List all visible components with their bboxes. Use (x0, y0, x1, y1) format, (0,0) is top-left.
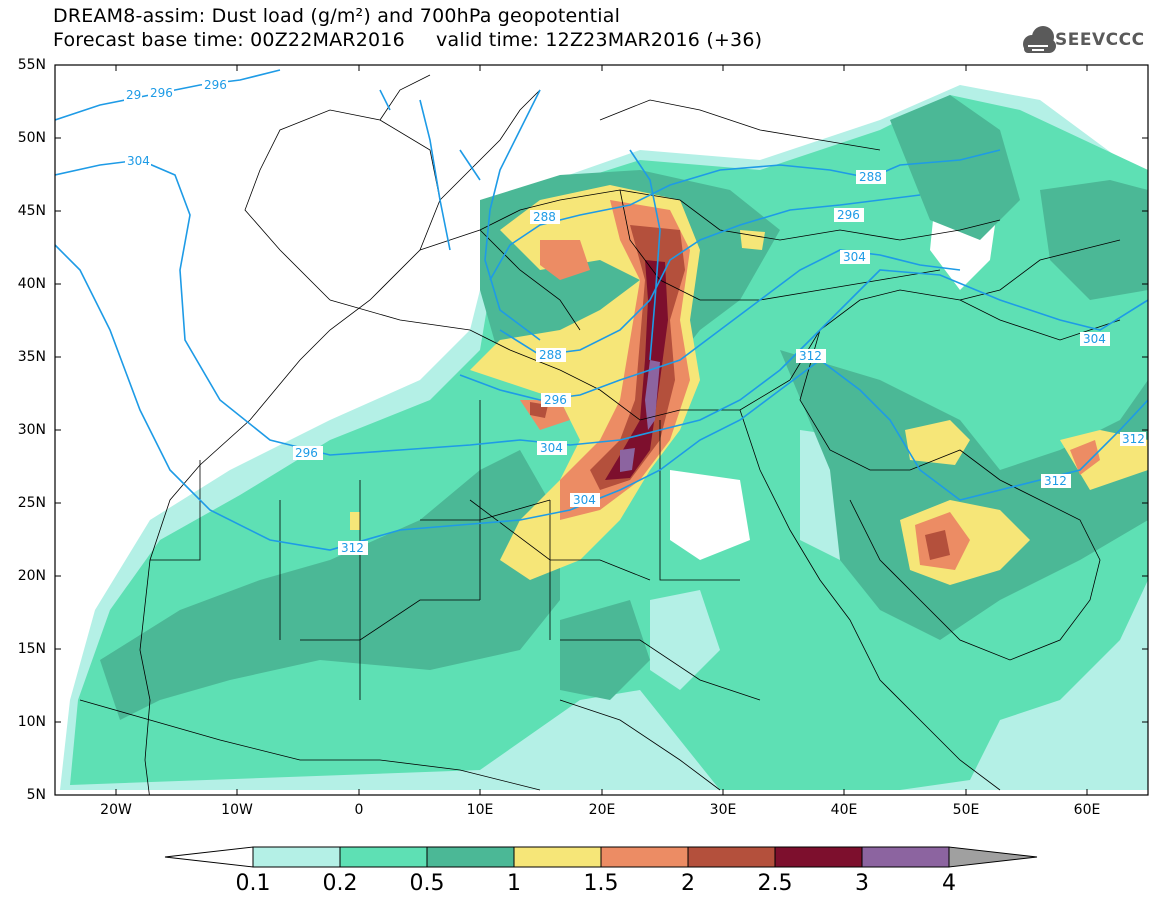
map-title: DREAM8-assim: Dust load (g/m²) and 700hP… (53, 5, 621, 27)
svg-text:296: 296 (837, 208, 860, 222)
svg-text:304: 304 (1083, 332, 1106, 346)
contour-label: 296 (202, 78, 228, 92)
svg-text:288: 288 (859, 170, 882, 184)
colorbar-label: 3 (855, 871, 869, 896)
lat-label: 55N (17, 57, 46, 73)
colorbar-label: 2 (681, 871, 695, 896)
contour-label: 312 (796, 349, 826, 363)
svg-text:288: 288 (533, 210, 556, 224)
contour-label: 304 (537, 441, 567, 455)
lon-label: 20W (100, 802, 132, 818)
contour-label: 288 (856, 170, 886, 184)
svg-text:296: 296 (204, 78, 227, 92)
lon-label: 60E (1073, 802, 1101, 818)
colorbar-label: 1 (507, 871, 521, 896)
svg-text:296: 296 (544, 393, 567, 407)
svg-text:296: 296 (295, 446, 318, 460)
seevccc-logo: SEEVCCC (1055, 30, 1145, 50)
svg-text:312: 312 (1044, 474, 1067, 488)
lat-label: 40N (17, 276, 46, 292)
svg-text:29: 29 (126, 88, 141, 102)
svg-text:312: 312 (799, 349, 822, 363)
contour-label: 312 (338, 541, 368, 555)
contour-label: 29 (124, 88, 142, 102)
colorbar-label: 4 (942, 871, 956, 896)
colorbar-label: 0.5 (409, 871, 445, 896)
svg-text:312: 312 (1122, 432, 1145, 446)
colorbar-label: 2.5 (757, 871, 793, 896)
colorbar-label: 1.5 (583, 871, 619, 896)
contour-label: 304 (570, 493, 600, 507)
lat-label: 50N (17, 130, 46, 146)
lat-label: 5N (26, 787, 46, 803)
lat-label: 15N (17, 641, 46, 657)
contour-label: 296 (541, 393, 571, 407)
lat-label: 35N (17, 349, 46, 365)
lon-label: 50E (952, 802, 980, 818)
lat-label: 25N (17, 495, 46, 511)
axis-ticks (55, 64, 1148, 796)
svg-text:304: 304 (573, 493, 596, 507)
svg-text:304: 304 (843, 250, 866, 264)
lat-label: 10N (17, 714, 46, 730)
geopotential-contours (55, 69, 1148, 551)
dust-field (60, 85, 1148, 790)
contour-label: 296 (834, 208, 864, 222)
contour-label: 312 (1120, 432, 1146, 446)
country-borders (79, 74, 1121, 795)
svg-text:304: 304 (127, 154, 150, 168)
svg-text:312: 312 (341, 541, 364, 555)
lon-label: 10W (221, 802, 253, 818)
contour-label: 288 (530, 210, 560, 224)
contour-labels: 29 296 296 304 288 296 304 288 296 304 3… (124, 78, 1146, 555)
colorbar-label: 0.2 (322, 871, 358, 896)
svg-text:304: 304 (540, 441, 563, 455)
lat-label: 45N (17, 203, 46, 219)
svg-text:296: 296 (150, 86, 173, 100)
contour-label: 304 (840, 250, 870, 264)
forecast-time-line: Forecast base time: 00Z22MAR2016 valid t… (53, 29, 763, 51)
lon-label: 0 (354, 802, 364, 818)
cloud-icon (1023, 26, 1056, 53)
contour-label: 304 (125, 154, 151, 168)
lat-label: 30N (17, 422, 46, 438)
colorbar-label: 0.1 (235, 871, 271, 896)
contour-label: 312 (1041, 474, 1071, 488)
contour-label: 304 (1080, 332, 1110, 346)
contour-label: 288 (536, 348, 566, 362)
contour-label: 296 (148, 86, 174, 100)
contour-label: 296 (293, 446, 323, 460)
lat-label: 20N (17, 568, 46, 584)
lon-label: 30E (709, 802, 737, 818)
lon-label: 40E (830, 802, 858, 818)
lon-label: 10E (466, 802, 494, 818)
svg-text:288: 288 (539, 348, 562, 362)
lon-label: 20E (588, 802, 616, 818)
